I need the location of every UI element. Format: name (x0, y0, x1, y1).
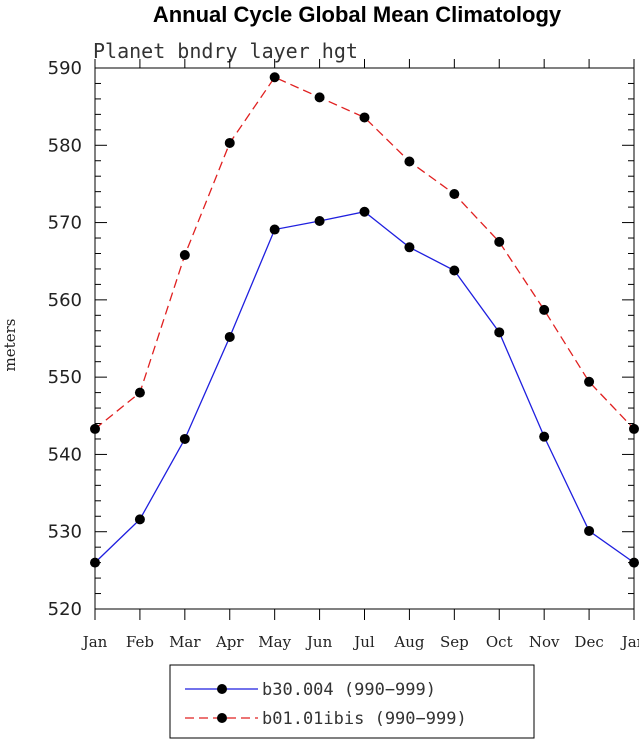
series-0-point (629, 557, 639, 568)
series-0-point (179, 433, 190, 444)
x-tick-label: Mar (169, 633, 201, 651)
series-0-point (314, 216, 325, 227)
series-line-0 (94, 211, 635, 564)
axis-ticks: 520 530 540 550 560 570 580 590 Jan Feb Mar Apr May J… (48, 58, 639, 651)
plot-frame (94, 67, 635, 610)
series-0-point (584, 525, 595, 536)
y-tick-label: 580 (48, 135, 82, 156)
legend-label-1: b01.01ibis (990−999) (262, 709, 467, 729)
y-tick-label: 520 (48, 599, 82, 620)
series-0-point (494, 327, 505, 338)
x-tick-label: Jun (305, 633, 333, 651)
series-1-point (224, 137, 235, 148)
legend-label-0: b30.004 (990−999) (262, 680, 436, 700)
x-tick-label: Jan (81, 633, 108, 651)
legend-box (169, 664, 535, 739)
series-0-point (90, 557, 100, 568)
series-1-point (539, 304, 550, 315)
series-1-point (179, 250, 190, 261)
series-0-point (404, 242, 415, 253)
series-1-point (314, 92, 325, 103)
legend-marker-0 (217, 684, 227, 694)
series-0-point (134, 514, 145, 525)
y-tick-label: 530 (48, 522, 82, 543)
x-tick-label: Jan (620, 633, 639, 651)
x-tick-label: Feb (126, 633, 154, 651)
y-tick-label: 590 (48, 58, 82, 79)
y-tick-label: 540 (48, 444, 82, 465)
y-tick-label: 570 (48, 213, 82, 234)
series-group (90, 72, 639, 568)
x-tick-label: Aug (393, 633, 424, 651)
series-1-point (269, 72, 280, 83)
x-tick-label: Dec (574, 633, 603, 651)
series-0-point (224, 331, 235, 342)
series-1-point (404, 156, 415, 167)
y-tick-label: 550 (48, 367, 82, 388)
series-0-point (359, 206, 370, 217)
series-1-point (584, 376, 595, 387)
y-axis-label: meters (1, 319, 19, 372)
x-tick-label: Jul (352, 633, 375, 651)
series-1-point (134, 387, 145, 398)
series-1-point (449, 188, 460, 199)
series-1-point (494, 236, 505, 247)
x-tick-label: Sep (440, 633, 469, 651)
legend-marker-1 (217, 713, 227, 723)
series-line-1 (94, 76, 635, 430)
legend: b30.004 (990−999) b01.01ibis (990−999) (169, 664, 535, 739)
series-0-point (269, 224, 280, 235)
x-tick-label: Nov (529, 633, 560, 651)
chart-title: Annual Cycle Global Mean Climatology (153, 2, 562, 27)
series-1-point (359, 112, 370, 123)
series-1-point (90, 423, 100, 434)
x-tick-label: Apr (215, 633, 244, 651)
x-tick-label: May (258, 633, 291, 651)
series-0-point (539, 431, 550, 442)
x-tick-label: Oct (486, 633, 513, 651)
series-0-point (449, 265, 460, 276)
series-1-point (629, 423, 639, 434)
y-tick-label: 560 (48, 290, 82, 311)
chart-subtitle: Planet bndry layer hgt (93, 39, 358, 63)
